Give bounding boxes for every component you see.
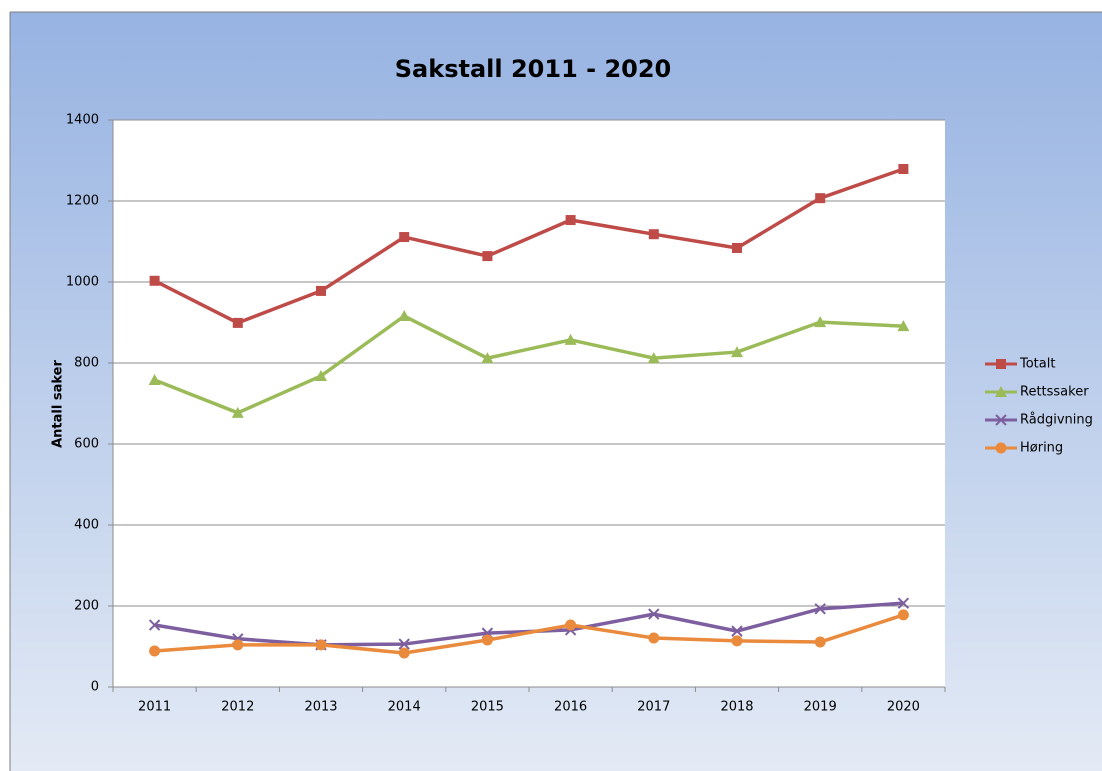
- series-line: [153, 314, 904, 415]
- marker: [231, 406, 244, 418]
- x-tick-label: 2018: [720, 700, 753, 715]
- marker: [482, 251, 493, 262]
- marker: [398, 647, 410, 659]
- marker: [731, 625, 743, 637]
- marker: [481, 352, 494, 364]
- marker: [648, 632, 660, 644]
- y-tick-label: 1000: [66, 275, 99, 290]
- x-tick-label: 2014: [388, 700, 421, 715]
- x-tick-label: 2016: [554, 700, 587, 715]
- marker: [814, 636, 826, 648]
- marker: [149, 275, 160, 286]
- marker: [995, 442, 1007, 454]
- marker: [898, 164, 909, 175]
- marker: [731, 635, 743, 647]
- marker: [648, 608, 660, 620]
- marker: [897, 320, 910, 332]
- marker: [996, 359, 1006, 369]
- legend-label: Rettssaker: [1020, 385, 1089, 400]
- x-tick-label: 2020: [887, 700, 920, 715]
- marker: [995, 414, 1007, 426]
- marker: [648, 229, 659, 240]
- legend-label: Høring: [1020, 441, 1063, 456]
- legend-label: Totalt: [1019, 357, 1055, 372]
- marker: [148, 374, 161, 386]
- series-line: [153, 167, 904, 325]
- y-tick-label: 0: [91, 680, 99, 695]
- x-tick-label: 2011: [138, 700, 171, 715]
- marker: [565, 619, 577, 631]
- series-line: [154, 613, 904, 655]
- marker: [897, 609, 909, 621]
- marker: [814, 603, 826, 615]
- marker: [815, 193, 826, 204]
- x-tick-label: 2019: [804, 700, 837, 715]
- marker: [315, 639, 327, 651]
- marker: [316, 285, 326, 296]
- marker: [481, 634, 493, 646]
- y-tick-label: 800: [74, 356, 99, 371]
- marker: [232, 639, 244, 651]
- marker: [398, 638, 410, 650]
- marker: [398, 310, 411, 322]
- legend-label: Rådgivning: [1020, 413, 1093, 428]
- x-tick-label: 2012: [221, 700, 254, 715]
- y-tick-label: 400: [74, 518, 99, 533]
- marker: [732, 242, 742, 253]
- marker: [897, 597, 910, 609]
- plot-area: [113, 120, 945, 687]
- marker: [814, 316, 827, 328]
- marker: [647, 352, 660, 364]
- marker: [731, 346, 743, 358]
- chart-title: Sakstall 2011 - 2020: [395, 55, 671, 83]
- marker: [399, 232, 410, 243]
- x-tick-label: 2013: [304, 700, 337, 715]
- marker: [315, 369, 327, 381]
- y-axis-label: Antall saker: [51, 360, 66, 448]
- marker: [232, 317, 243, 328]
- y-tick-label: 1200: [66, 194, 99, 209]
- marker: [565, 215, 576, 226]
- marker: [564, 333, 577, 345]
- x-tick-label: 2015: [471, 700, 504, 715]
- marker: [995, 386, 1007, 397]
- y-tick-label: 600: [74, 437, 99, 452]
- marker: [149, 645, 161, 657]
- y-tick-label: 200: [74, 599, 99, 614]
- marker: [148, 619, 161, 631]
- y-tick-label: 1400: [66, 113, 99, 128]
- x-tick-label: 2017: [637, 700, 670, 715]
